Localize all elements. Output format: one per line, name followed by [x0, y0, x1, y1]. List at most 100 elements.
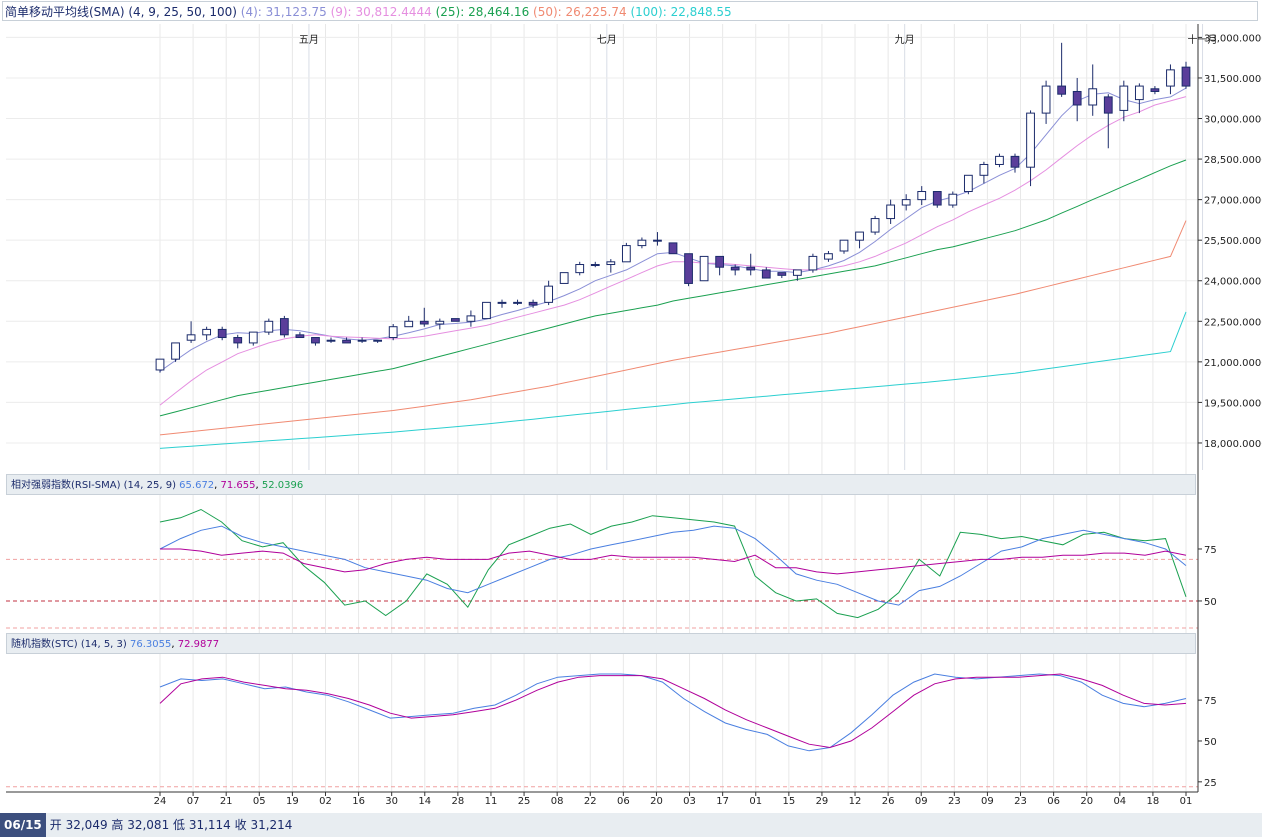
candle-body: [637, 239, 647, 247]
x-tick-label: 16: [352, 796, 365, 807]
x-tick-label: 08: [551, 796, 564, 807]
y-tick-label: 24,000.0000: [1204, 277, 1262, 288]
candle-body: [746, 266, 756, 271]
x-tick-label: 06: [1047, 796, 1060, 807]
sma-line: [159, 311, 1187, 449]
candle-body: [1166, 69, 1175, 87]
candle-body: [1041, 85, 1051, 114]
footer-ohlc: 开 32,049 高 32,081 低 31,114 收 31,214: [49, 818, 293, 832]
candle-body: [621, 245, 631, 263]
stc-d-value: 72.9877: [177, 639, 220, 650]
candle-body: [404, 320, 414, 328]
rsi-value: 65.672: [179, 480, 215, 491]
sma9-value: 30,812.4444: [355, 5, 432, 19]
grid: [6, 24, 1204, 792]
sma-line: [159, 96, 1187, 406]
stc-y-tick-label: 75: [1204, 696, 1217, 707]
candle-body: [855, 231, 864, 241]
candle-body: [513, 301, 522, 304]
x-tick-label: 05: [253, 796, 266, 807]
rsi-legend-name: 相对强弱指数(RSI-SMA) (14, 25, 9): [11, 480, 176, 491]
stc-y-tick-label: 50: [1204, 737, 1217, 748]
candle-body: [482, 301, 491, 320]
candle-body: [466, 315, 476, 322]
stc-legend-name: 随机指数(STC) (14, 5, 3): [11, 639, 127, 650]
main-legend: 简单移动平均线(SMA) (4, 9, 25, 50, 100) (4): 31…: [2, 1, 1258, 21]
candle-body: [963, 174, 973, 193]
x-tick-label: 12: [849, 796, 862, 807]
sma25-label: (25):: [435, 5, 465, 19]
candle-body: [932, 191, 942, 206]
month-label: 十一月: [1188, 33, 1218, 46]
x-tick-label: 09: [981, 796, 994, 807]
candle-body: [886, 204, 896, 220]
stc-panel: [159, 673, 1187, 752]
axes: 24 07 21 05 19 02 16 30 14 28 11 25 08 22 06 20 03 17 01 15…: [6, 24, 1262, 807]
x-tick-label: 28: [452, 796, 465, 807]
rsi-line: [159, 525, 1187, 606]
candle-body: [1072, 90, 1082, 106]
candle-body: [1088, 88, 1098, 106]
candle-body: [979, 163, 989, 176]
rsi-y-tick-label: 75: [1204, 545, 1217, 556]
candle-body: [792, 269, 802, 276]
candle-body: [497, 301, 507, 304]
x-tick-label: 23: [1014, 796, 1027, 807]
month-label: 七月: [597, 34, 617, 46]
main-panel: [155, 42, 1191, 449]
candle-body: [1026, 112, 1035, 168]
footer-date: 06/15: [0, 813, 46, 837]
x-tick-label: 23: [948, 796, 961, 807]
candle-body: [1057, 85, 1067, 95]
stc-k-value: 76.3055: [130, 639, 172, 650]
candle-body: [357, 339, 367, 342]
candle-body: [668, 242, 678, 255]
candle-body: [824, 253, 833, 260]
y-tick-label: 22,500.0000: [1204, 317, 1262, 328]
x-tick-label: 30: [385, 796, 398, 807]
candle-body: [948, 193, 958, 206]
sma4-value: 31,123.75: [265, 5, 327, 19]
candle-body: [606, 261, 616, 266]
candle-body: [715, 255, 725, 268]
x-tick-label: 14: [418, 796, 431, 807]
candle-body: [1010, 155, 1020, 168]
candle-body: [233, 337, 243, 344]
y-tick-label: 30,000.0000: [1204, 115, 1262, 126]
candle-body: [311, 337, 320, 344]
x-tick-label: 15: [782, 796, 795, 807]
sma100-value: 22,848.55: [670, 5, 732, 19]
candle-body: [295, 334, 305, 339]
candle-body: [995, 155, 1004, 165]
candle-body: [264, 320, 274, 333]
candle-body: [1119, 85, 1129, 111]
sma-line: [159, 159, 1187, 417]
x-tick-label: 20: [650, 796, 663, 807]
y-tick-label: 33,000.0000: [1204, 33, 1262, 44]
rsi-legend: 相对强弱指数(RSI-SMA) (14, 25, 9) 65.672, 71.6…: [6, 474, 1196, 495]
candle-body: [171, 342, 180, 360]
x-tick-label: 20: [1080, 796, 1093, 807]
candle-body: [419, 320, 429, 325]
sma9-label: (9):: [330, 5, 352, 19]
x-tick-label: 01: [749, 796, 762, 807]
y-tick-label: 19,500.0000: [1204, 398, 1262, 409]
x-tick-label: 22: [584, 796, 597, 807]
x-tick-label: 21: [220, 796, 233, 807]
candle-body: [1181, 66, 1191, 87]
main-legend-name: 简单移动平均线(SMA) (4, 9, 25, 50, 100): [5, 5, 237, 19]
sma50-label: (50):: [533, 5, 562, 19]
candle-body: [279, 318, 289, 336]
candle-body: [684, 253, 693, 284]
candle-body: [1134, 85, 1144, 101]
candle-body: [186, 334, 196, 341]
x-tick-label: 04: [1113, 796, 1126, 807]
y-tick-label: 21,000.0000: [1204, 358, 1262, 369]
candle-body: [699, 255, 709, 282]
rsi-line: [160, 548, 1187, 575]
candle-body: [388, 326, 398, 339]
candle-body: [435, 320, 445, 325]
sma4-label: (4):: [240, 5, 262, 19]
sma100-label: (100):: [630, 5, 667, 19]
